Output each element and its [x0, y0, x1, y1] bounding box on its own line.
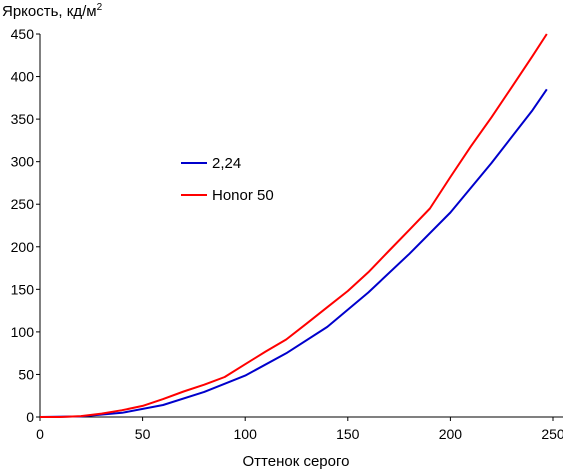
- x-tick-label: 250: [541, 426, 563, 442]
- legend-label-1: 2,24: [212, 155, 241, 172]
- y-tick-label: 300: [11, 154, 35, 170]
- y-tick-label: 0: [26, 409, 34, 425]
- y-tick-label: 200: [11, 239, 35, 255]
- y-tick-label: 450: [11, 26, 35, 42]
- x-tick-label: 200: [439, 426, 463, 442]
- axes: 0 50 100 150 200 250 300 350 400 450 0 50 100 150 200 2…: [11, 26, 563, 442]
- series-line-2: [40, 33, 548, 418]
- legend: 2,24 Honor 50: [181, 155, 274, 204]
- legend-label-2: Honor 50: [212, 187, 274, 204]
- x-tick-label: 50: [135, 426, 151, 442]
- y-tick-label: 400: [11, 69, 35, 85]
- x-tick-label: 150: [336, 426, 360, 442]
- series-lines: [39, 33, 548, 418]
- x-axis-title: Оттенок серого: [243, 453, 350, 470]
- y-tick-label: 100: [11, 324, 35, 340]
- y-tick-label: 50: [18, 366, 34, 382]
- y-tick-label: 150: [11, 281, 35, 297]
- y-tick-label: 350: [11, 111, 35, 127]
- x-tick-label: 100: [234, 426, 258, 442]
- y-axis-title: Яркость, кд/м2: [2, 2, 103, 20]
- y-tick-label: 250: [11, 196, 35, 212]
- x-tick-label: 0: [36, 426, 44, 442]
- series-line-1: [39, 88, 548, 418]
